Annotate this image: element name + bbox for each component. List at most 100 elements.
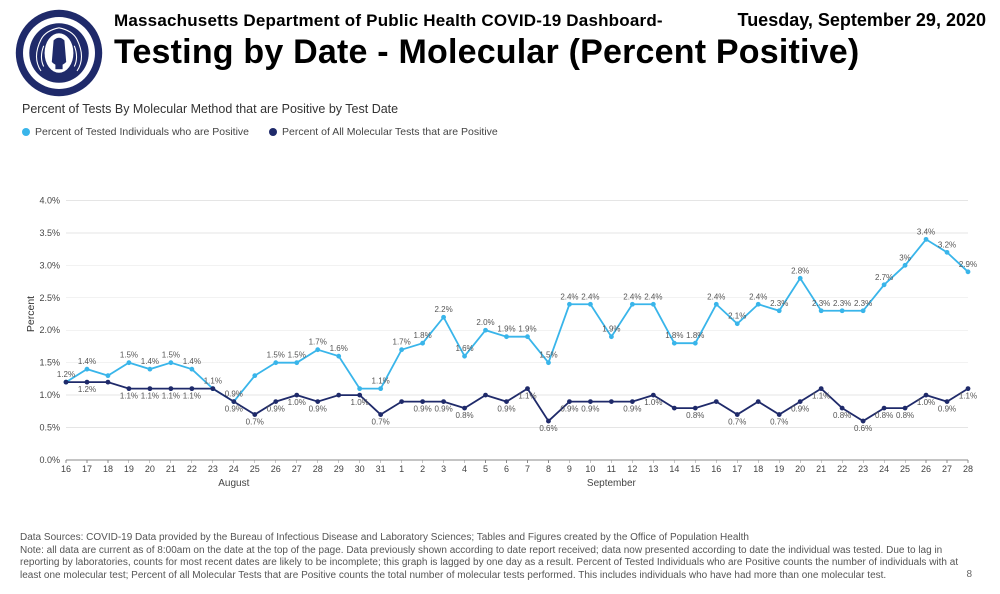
svg-text:Percent: Percent [25, 296, 37, 332]
svg-text:2.3%: 2.3% [854, 299, 872, 308]
svg-text:0.9%: 0.9% [623, 405, 641, 414]
svg-text:16: 16 [61, 464, 71, 474]
svg-text:5: 5 [483, 464, 488, 474]
svg-text:2.0%: 2.0% [476, 318, 494, 327]
svg-text:30: 30 [355, 464, 365, 474]
svg-text:0.5%: 0.5% [39, 423, 60, 433]
svg-text:1.0%: 1.0% [288, 398, 306, 407]
svg-text:2.2%: 2.2% [434, 305, 452, 314]
svg-text:2.4%: 2.4% [749, 292, 767, 301]
svg-text:21: 21 [166, 464, 176, 474]
svg-text:0.6%: 0.6% [539, 424, 557, 433]
svg-text:1.0%: 1.0% [39, 390, 60, 400]
svg-text:2.4%: 2.4% [707, 292, 725, 301]
svg-text:0.9%: 0.9% [497, 405, 515, 414]
svg-text:0.8%: 0.8% [455, 411, 473, 420]
svg-text:1.1%: 1.1% [372, 377, 390, 386]
svg-text:19: 19 [774, 464, 784, 474]
svg-text:2.4%: 2.4% [623, 292, 641, 301]
svg-text:0.7%: 0.7% [770, 418, 788, 427]
svg-text:9: 9 [567, 464, 572, 474]
svg-text:23: 23 [208, 464, 218, 474]
chart-subtitle: Percent of Tests By Molecular Method tha… [0, 98, 1000, 116]
svg-text:8: 8 [546, 464, 551, 474]
svg-text:1.9%: 1.9% [602, 325, 620, 334]
report-date: Tuesday, September 29, 2020 [738, 10, 986, 31]
svg-text:2.1%: 2.1% [728, 312, 746, 321]
svg-text:0.9%: 0.9% [938, 405, 956, 414]
svg-text:0.9%: 0.9% [413, 405, 431, 414]
state-seal-icon [14, 8, 104, 98]
svg-text:0.8%: 0.8% [833, 411, 851, 420]
svg-text:1.0%: 1.0% [917, 398, 935, 407]
svg-text:1.8%: 1.8% [413, 331, 431, 340]
svg-text:0.9%: 0.9% [434, 405, 452, 414]
svg-text:0.6%: 0.6% [854, 424, 872, 433]
svg-text:0.8%: 0.8% [896, 411, 914, 420]
svg-text:2.4%: 2.4% [644, 292, 662, 301]
svg-text:1.5%: 1.5% [288, 351, 306, 360]
svg-text:1: 1 [399, 464, 404, 474]
svg-text:15: 15 [690, 464, 700, 474]
svg-text:2.7%: 2.7% [875, 273, 893, 282]
svg-text:1.1%: 1.1% [518, 392, 536, 401]
legend-dot-a [22, 128, 30, 136]
svg-text:1.7%: 1.7% [309, 338, 327, 347]
svg-text:1.2%: 1.2% [78, 385, 96, 394]
svg-text:0.8%: 0.8% [875, 411, 893, 420]
svg-text:26: 26 [921, 464, 931, 474]
svg-text:1.1%: 1.1% [183, 392, 201, 401]
svg-text:1.6%: 1.6% [455, 344, 473, 353]
svg-text:16: 16 [711, 464, 721, 474]
svg-text:22: 22 [187, 464, 197, 474]
svg-text:21: 21 [816, 464, 826, 474]
svg-text:28: 28 [313, 464, 323, 474]
svg-text:25: 25 [250, 464, 260, 474]
svg-text:1.9%: 1.9% [497, 325, 515, 334]
svg-text:0.9%: 0.9% [560, 405, 578, 414]
svg-text:0.9%: 0.9% [225, 405, 243, 414]
svg-text:0.0%: 0.0% [39, 455, 60, 465]
line-chart: 0.0%0.5%1.0%1.5%2.0%2.5%3.0%3.5%4.0%Perc… [20, 162, 980, 502]
svg-text:19: 19 [124, 464, 134, 474]
svg-text:1.5%: 1.5% [120, 351, 138, 360]
svg-text:1.0%: 1.0% [351, 398, 369, 407]
svg-text:1.1%: 1.1% [162, 392, 180, 401]
svg-text:1.1%: 1.1% [120, 392, 138, 401]
svg-text:2.3%: 2.3% [812, 299, 830, 308]
svg-text:2.0%: 2.0% [39, 325, 60, 335]
svg-text:18: 18 [753, 464, 763, 474]
svg-text:3%: 3% [899, 253, 911, 262]
page-number: 8 [966, 569, 972, 580]
footer-note: Note: all data are current as of 8:00am … [20, 545, 980, 583]
svg-text:0.7%: 0.7% [246, 418, 264, 427]
svg-text:12: 12 [627, 464, 637, 474]
svg-text:23: 23 [858, 464, 868, 474]
svg-text:1.1%: 1.1% [141, 392, 159, 401]
dept-title: Massachusetts Department of Public Healt… [114, 11, 663, 31]
svg-text:0.7%: 0.7% [728, 418, 746, 427]
svg-text:2: 2 [420, 464, 425, 474]
page-root: Massachusetts Department of Public Healt… [0, 0, 1000, 594]
svg-text:August: August [218, 478, 249, 489]
svg-text:11: 11 [607, 464, 616, 474]
svg-text:1.4%: 1.4% [78, 357, 96, 366]
svg-text:1.8%: 1.8% [686, 331, 704, 340]
svg-text:3: 3 [441, 464, 446, 474]
svg-text:0.8%: 0.8% [686, 411, 704, 420]
svg-text:0.9%: 0.9% [267, 405, 285, 414]
svg-text:1.4%: 1.4% [183, 357, 201, 366]
title-block: Massachusetts Department of Public Healt… [114, 8, 986, 72]
svg-text:2.9%: 2.9% [959, 260, 977, 269]
svg-text:0.9%: 0.9% [791, 405, 809, 414]
svg-text:20: 20 [145, 464, 155, 474]
chart-container: 0.0%0.5%1.0%1.5%2.0%2.5%3.0%3.5%4.0%Perc… [20, 162, 980, 502]
legend-dot-b [269, 128, 277, 136]
svg-text:1.5%: 1.5% [267, 351, 285, 360]
svg-text:2.4%: 2.4% [560, 292, 578, 301]
svg-text:1.8%: 1.8% [665, 331, 683, 340]
svg-text:4: 4 [462, 464, 467, 474]
svg-text:1.5%: 1.5% [162, 351, 180, 360]
svg-text:0.9%: 0.9% [309, 405, 327, 414]
svg-text:1.7%: 1.7% [393, 338, 411, 347]
